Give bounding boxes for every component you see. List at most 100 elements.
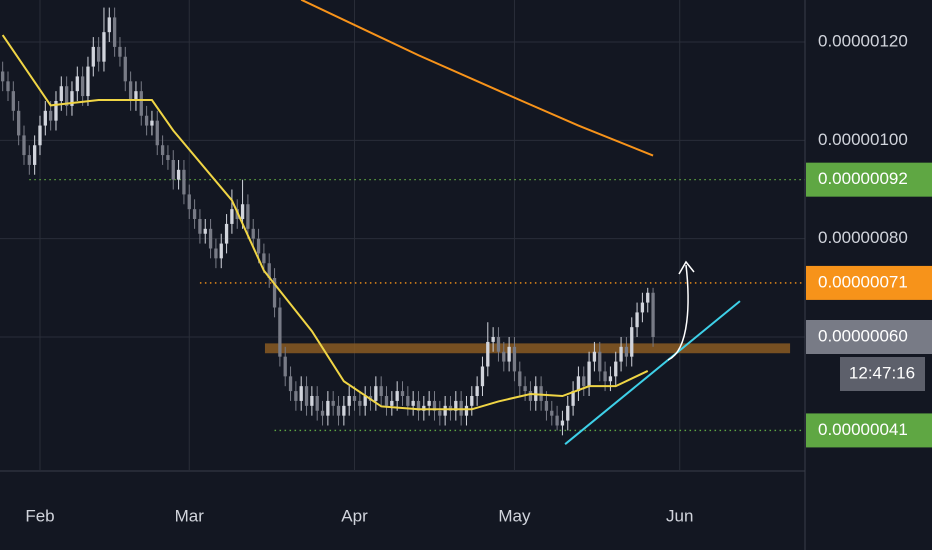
candle-body xyxy=(555,415,559,426)
candle-body xyxy=(320,410,325,416)
axes: Feb Mar Apr May Jun 0.00000060 0.00000080 0.000… xyxy=(25,31,932,525)
candle-body xyxy=(464,405,469,416)
candle-body xyxy=(118,46,122,57)
candle-body xyxy=(395,391,399,401)
candle-body xyxy=(571,391,575,406)
candle-body xyxy=(288,376,293,392)
candle-body xyxy=(491,336,495,342)
moving-average xyxy=(300,0,654,157)
candle-body xyxy=(187,194,191,210)
candle-body xyxy=(438,410,442,416)
candle-body xyxy=(582,376,586,387)
candle-body xyxy=(240,204,245,219)
candle-body xyxy=(539,386,543,401)
candle-body xyxy=(304,386,309,406)
candle-body xyxy=(507,346,511,362)
candle-body xyxy=(576,376,581,392)
candle-body xyxy=(512,346,517,372)
candle-body xyxy=(1,71,5,82)
candle-body xyxy=(272,277,277,308)
candle-body xyxy=(91,46,95,67)
candle-body xyxy=(139,91,143,116)
candle-body xyxy=(326,400,330,416)
candle-body xyxy=(550,410,554,416)
candle-body xyxy=(251,228,255,239)
candle-body xyxy=(256,238,261,254)
candle-body xyxy=(390,400,394,406)
candle-body xyxy=(59,86,63,101)
candle-body xyxy=(496,336,501,352)
candle-body xyxy=(48,110,53,121)
candle-body xyxy=(592,351,597,362)
candle-body xyxy=(294,391,298,401)
candle-body xyxy=(224,223,229,244)
candle-body xyxy=(640,302,645,313)
candle-body xyxy=(358,400,362,406)
moving-average xyxy=(1,34,649,411)
grid xyxy=(0,0,805,470)
candle-body xyxy=(203,228,207,234)
candle-body xyxy=(262,253,266,264)
candle-body xyxy=(54,100,58,121)
zone xyxy=(264,343,791,354)
countdown: 12:47:16 xyxy=(849,363,915,382)
candle-body xyxy=(379,386,383,397)
candle-body xyxy=(160,145,165,156)
x-tick-label: May xyxy=(498,506,531,525)
candle-body xyxy=(432,400,437,411)
candle-body xyxy=(230,209,234,224)
candle-body xyxy=(384,396,389,406)
candle-body xyxy=(566,405,570,421)
candle-body xyxy=(112,17,117,47)
candle-body xyxy=(630,327,634,357)
candle-body xyxy=(64,86,69,106)
candle-body xyxy=(560,420,565,426)
candle-body xyxy=(150,120,154,126)
candle-body xyxy=(192,209,197,219)
candle-body xyxy=(624,346,629,357)
candle-body xyxy=(475,386,479,397)
level-box xyxy=(806,162,932,197)
plot-area xyxy=(1,0,805,445)
candle-body xyxy=(219,243,223,259)
level-label: 0.00000041 xyxy=(818,420,908,439)
candle-body xyxy=(470,396,474,406)
candle-body xyxy=(6,81,10,92)
candle-body xyxy=(374,386,378,401)
candle-body xyxy=(75,76,79,92)
candle-body xyxy=(96,46,101,62)
candle-body xyxy=(171,159,175,180)
candle-body xyxy=(416,400,421,411)
candle-body xyxy=(608,376,613,382)
candle-body xyxy=(38,125,42,146)
candle-body xyxy=(144,115,149,126)
candle-body xyxy=(22,135,26,156)
curved-arrow xyxy=(667,264,689,361)
candle-body xyxy=(17,110,21,136)
candle-body xyxy=(598,351,602,372)
candle-body xyxy=(11,91,15,111)
candle-body xyxy=(443,405,447,416)
candle-body xyxy=(614,361,618,377)
candle-body xyxy=(27,155,31,165)
candle-body xyxy=(587,361,591,387)
candle-body xyxy=(502,351,506,362)
candle-body xyxy=(651,292,655,337)
last-price-box xyxy=(806,319,932,354)
candle-body xyxy=(43,110,47,126)
candle-body xyxy=(411,400,415,406)
candle-body xyxy=(331,400,335,406)
candle-body xyxy=(486,341,490,367)
candle-body xyxy=(480,366,485,387)
candle-body xyxy=(80,76,85,97)
x-tick-label: Jun xyxy=(666,506,693,525)
candle-body xyxy=(646,292,650,303)
candle-body xyxy=(603,371,607,382)
candle-body xyxy=(310,396,314,406)
candle-body xyxy=(427,400,431,406)
trendline xyxy=(564,300,741,445)
candle-body xyxy=(528,391,533,401)
candle-body xyxy=(342,405,346,416)
candle-body xyxy=(128,81,133,101)
candle-body xyxy=(208,228,213,249)
